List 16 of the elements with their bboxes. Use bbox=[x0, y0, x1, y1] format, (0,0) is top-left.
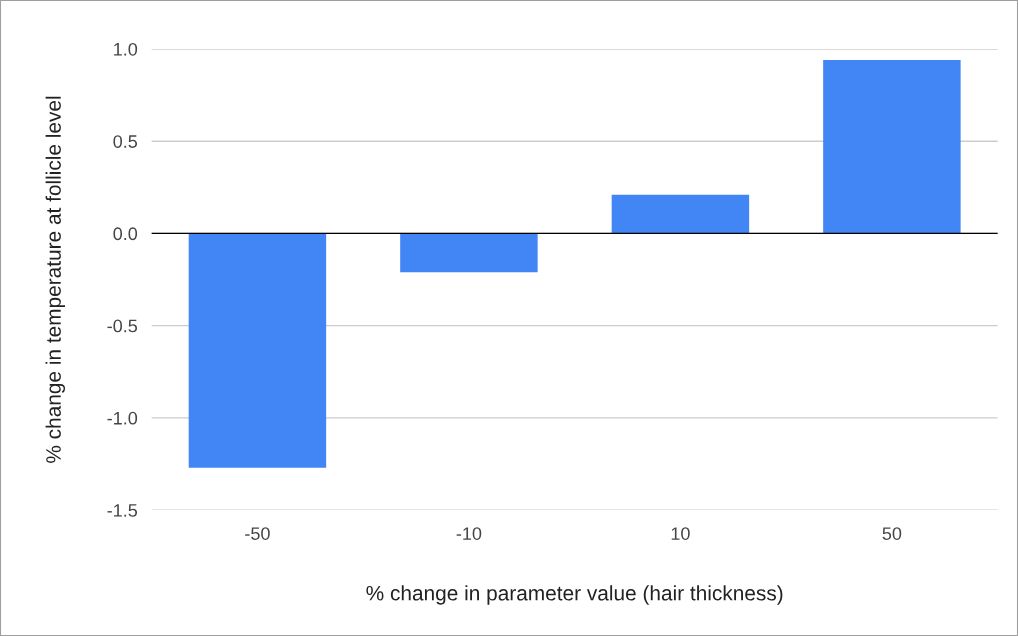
y-axis-title: % change in temperature at follicle level bbox=[45, 96, 66, 463]
x-tick-label: 50 bbox=[882, 527, 902, 540]
x-tick-label: -10 bbox=[456, 527, 482, 540]
x-tick-label: -50 bbox=[245, 527, 270, 540]
bar bbox=[188, 233, 327, 468]
bar bbox=[823, 60, 961, 234]
x-tick-label: 10 bbox=[671, 527, 690, 540]
x-axis-title: % change in parameter value (hair thickness) bbox=[366, 585, 783, 605]
y-tick-label: -1.5 bbox=[107, 504, 138, 517]
y-tick-label: -0.5 bbox=[107, 319, 138, 333]
y-tick-label: 0.5 bbox=[113, 135, 138, 148]
bar bbox=[611, 194, 750, 234]
y-tick-label: -1.0 bbox=[107, 411, 138, 425]
y-tick-label: 1.0 bbox=[114, 42, 138, 56]
y-tick-label: 0.0 bbox=[113, 227, 138, 241]
bar bbox=[400, 233, 538, 273]
